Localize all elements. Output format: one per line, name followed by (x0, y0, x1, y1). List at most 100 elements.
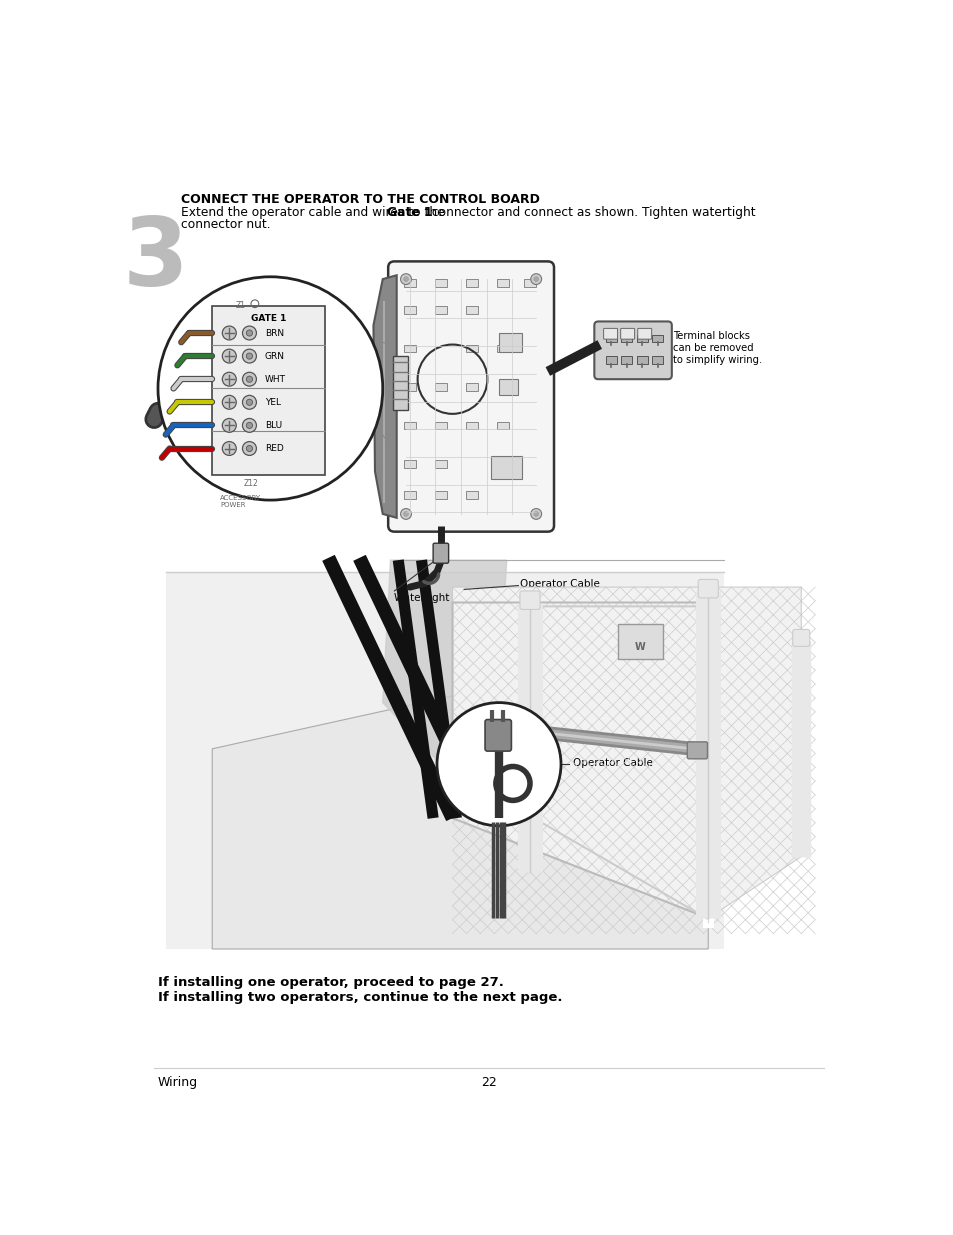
FancyBboxPatch shape (403, 279, 416, 287)
Circle shape (242, 419, 256, 432)
FancyBboxPatch shape (403, 306, 416, 314)
Circle shape (222, 395, 236, 409)
Text: BLU: BLU (265, 421, 282, 430)
FancyBboxPatch shape (603, 329, 617, 340)
FancyBboxPatch shape (435, 383, 447, 390)
FancyBboxPatch shape (498, 379, 517, 395)
Circle shape (530, 274, 541, 284)
Circle shape (158, 277, 382, 500)
FancyBboxPatch shape (212, 306, 324, 475)
Circle shape (222, 350, 236, 363)
Text: If installing one operator, proceed to page 27.: If installing one operator, proceed to p… (158, 976, 503, 989)
FancyBboxPatch shape (497, 345, 509, 352)
FancyBboxPatch shape (620, 335, 632, 342)
FancyBboxPatch shape (617, 624, 662, 659)
Text: W: W (634, 642, 645, 652)
FancyBboxPatch shape (652, 356, 662, 364)
FancyBboxPatch shape (465, 306, 477, 314)
Circle shape (246, 330, 253, 336)
FancyBboxPatch shape (637, 329, 651, 340)
Circle shape (246, 422, 253, 429)
Text: YEL: YEL (265, 398, 280, 406)
FancyBboxPatch shape (498, 333, 521, 352)
FancyBboxPatch shape (698, 579, 718, 598)
FancyBboxPatch shape (637, 335, 647, 342)
FancyBboxPatch shape (637, 356, 647, 364)
FancyBboxPatch shape (594, 321, 671, 379)
Circle shape (530, 509, 541, 520)
FancyBboxPatch shape (652, 335, 662, 342)
FancyBboxPatch shape (484, 720, 511, 751)
Polygon shape (382, 561, 506, 818)
Circle shape (242, 442, 256, 456)
Text: WHT: WHT (265, 374, 286, 384)
FancyBboxPatch shape (435, 490, 447, 499)
Circle shape (246, 377, 253, 383)
Circle shape (242, 350, 256, 363)
Circle shape (403, 511, 408, 516)
Text: Wiring: Wiring (158, 1076, 198, 1089)
Circle shape (534, 277, 537, 282)
Polygon shape (373, 275, 396, 517)
Text: Z12: Z12 (243, 479, 257, 488)
FancyBboxPatch shape (605, 356, 617, 364)
Text: 3: 3 (123, 214, 189, 305)
Circle shape (222, 326, 236, 340)
FancyBboxPatch shape (620, 329, 634, 340)
FancyBboxPatch shape (403, 490, 416, 499)
Circle shape (246, 353, 253, 359)
FancyBboxPatch shape (465, 490, 477, 499)
Text: Z1: Z1 (235, 300, 245, 310)
FancyBboxPatch shape (388, 262, 554, 531)
FancyBboxPatch shape (393, 356, 408, 410)
Polygon shape (212, 672, 707, 948)
FancyBboxPatch shape (491, 456, 521, 479)
Text: Watertight Connector Nut: Watertight Connector Nut (394, 593, 528, 603)
FancyBboxPatch shape (403, 461, 416, 468)
Circle shape (222, 419, 236, 432)
Circle shape (222, 372, 236, 387)
Text: GRN: GRN (265, 352, 285, 361)
Text: connector nut.: connector nut. (181, 217, 271, 231)
Text: RED: RED (265, 445, 283, 453)
Circle shape (242, 326, 256, 340)
FancyBboxPatch shape (403, 345, 416, 352)
FancyBboxPatch shape (433, 543, 448, 563)
Circle shape (246, 446, 253, 452)
Circle shape (246, 399, 253, 405)
Circle shape (403, 277, 408, 282)
Circle shape (222, 442, 236, 456)
Circle shape (242, 372, 256, 387)
Text: If installing two operators, continue to the next page.: If installing two operators, continue to… (158, 992, 562, 1004)
Text: Operator Cable: Operator Cable (572, 757, 652, 768)
FancyBboxPatch shape (465, 279, 477, 287)
Text: connector and connect as shown. Tighten watertight: connector and connect as shown. Tighten … (427, 206, 755, 219)
FancyBboxPatch shape (519, 592, 539, 609)
FancyBboxPatch shape (403, 421, 416, 430)
FancyBboxPatch shape (465, 383, 477, 390)
Text: 22: 22 (480, 1076, 497, 1089)
Circle shape (400, 274, 411, 284)
Text: Gate 1: Gate 1 (386, 206, 432, 219)
FancyBboxPatch shape (435, 461, 447, 468)
Text: BRN: BRN (265, 329, 284, 337)
Polygon shape (452, 587, 801, 918)
Text: GATE 1: GATE 1 (251, 314, 286, 322)
FancyBboxPatch shape (620, 356, 632, 364)
Text: Extend the operator cable and wires to the: Extend the operator cable and wires to t… (181, 206, 448, 219)
FancyBboxPatch shape (435, 421, 447, 430)
Polygon shape (166, 572, 723, 948)
FancyBboxPatch shape (605, 335, 617, 342)
FancyBboxPatch shape (686, 742, 707, 758)
FancyBboxPatch shape (497, 461, 509, 468)
FancyBboxPatch shape (523, 279, 536, 287)
Circle shape (534, 511, 537, 516)
FancyBboxPatch shape (403, 383, 416, 390)
Text: ACCESSORY
POWER: ACCESSORY POWER (220, 495, 261, 508)
FancyBboxPatch shape (792, 630, 809, 646)
FancyBboxPatch shape (497, 421, 509, 430)
Circle shape (436, 703, 560, 826)
FancyBboxPatch shape (435, 306, 447, 314)
FancyBboxPatch shape (465, 345, 477, 352)
FancyBboxPatch shape (497, 279, 509, 287)
